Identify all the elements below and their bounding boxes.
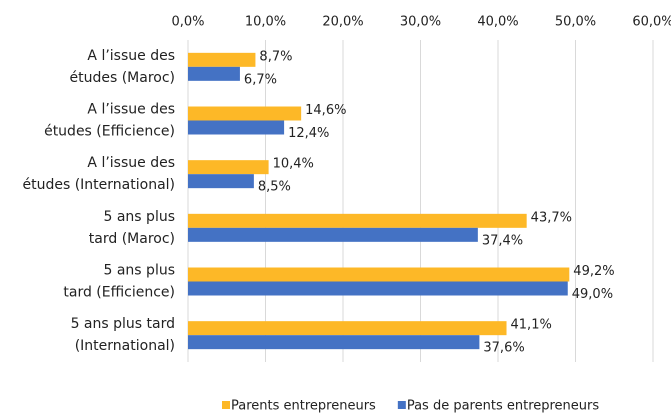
legend-swatch <box>222 401 230 409</box>
x-tick-label: 40,0% <box>477 15 518 30</box>
bar <box>188 321 507 336</box>
y-tick-label: tard (Maroc) <box>89 231 175 247</box>
data-label: 14,6% <box>305 103 346 118</box>
x-tick-label: 50,0% <box>555 15 596 30</box>
bar <box>188 174 254 189</box>
legend-label: Pas de parents entrepreneurs <box>407 399 600 414</box>
bar <box>188 267 570 282</box>
data-label: 8,7% <box>259 49 292 64</box>
bar <box>188 335 480 350</box>
data-label: 49,0% <box>572 287 613 302</box>
data-label: 37,4% <box>482 233 523 248</box>
y-tick-label: études (Efficience) <box>44 124 175 140</box>
y-tick-label: 5 ans plus <box>104 209 176 225</box>
legend-swatch <box>397 401 406 409</box>
bar <box>188 281 568 296</box>
bar <box>188 66 240 81</box>
x-tick-label: 30,0% <box>400 15 441 30</box>
data-label: 10,4% <box>273 157 314 172</box>
x-tick-label: 10,0% <box>245 15 286 30</box>
data-label: 6,7% <box>244 72 277 87</box>
data-label: 41,1% <box>511 318 552 333</box>
y-tick-label: (International) <box>75 338 175 354</box>
y-tick-label: études (Maroc) <box>69 70 175 86</box>
bar <box>188 106 302 121</box>
x-tick-label: 60,0% <box>632 15 671 30</box>
y-tick-label: études (International) <box>23 177 176 193</box>
x-tick-label: 20,0% <box>322 15 363 30</box>
data-label: 12,4% <box>288 126 329 141</box>
bar <box>188 227 478 242</box>
y-tick-label: A l’issue des <box>87 155 175 171</box>
y-tick-label: 5 ans plus <box>104 263 176 279</box>
bar <box>188 160 269 175</box>
data-label: 37,6% <box>483 341 524 356</box>
y-tick-label: tard (Efficience) <box>63 285 175 301</box>
bar <box>188 213 527 228</box>
data-label: 8,5% <box>258 180 291 195</box>
bar <box>188 52 256 67</box>
data-label: 49,2% <box>573 264 614 279</box>
y-tick-label: A l’issue des <box>87 102 175 118</box>
y-tick-label: 5 ans plus tard <box>71 316 175 332</box>
legend-label: Parents entrepreneurs <box>231 399 376 414</box>
x-tick-label: 0,0% <box>171 15 204 30</box>
y-tick-label: A l’issue des <box>87 48 175 64</box>
data-label: 43,7% <box>531 210 572 225</box>
bar <box>188 120 285 135</box>
